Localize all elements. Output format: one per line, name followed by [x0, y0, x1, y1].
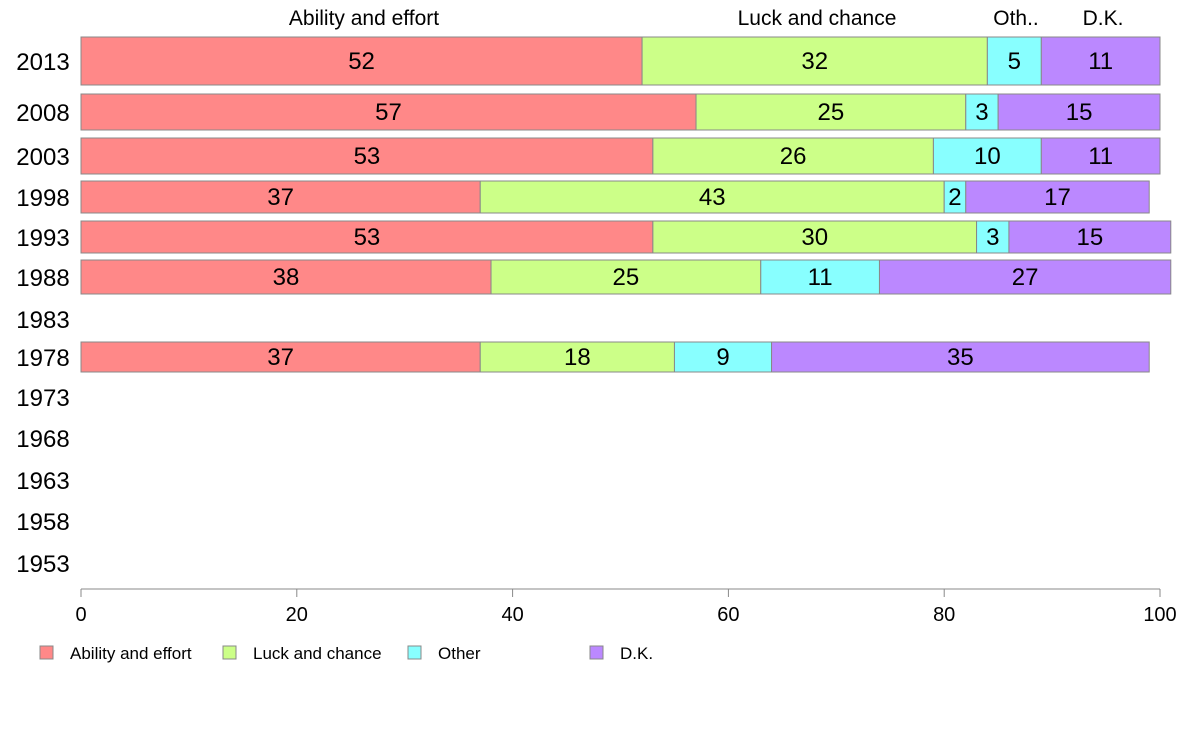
legend-swatch: [407, 645, 422, 660]
bar-segment: [771, 341, 1150, 373]
column-header: Oth..: [993, 7, 1039, 30]
bar-segment: [760, 259, 880, 295]
bar-segment: [490, 259, 762, 295]
year-label: 1998: [16, 185, 69, 212]
bar-value-label: 11: [1088, 143, 1113, 170]
bar-segment: [652, 220, 978, 254]
year-label: 2003: [16, 144, 69, 171]
year-label: 1958: [16, 509, 69, 536]
bar-value-label: 43: [699, 184, 726, 211]
bar-segment: [80, 180, 481, 214]
bar-value-label: 3: [975, 99, 988, 126]
x-tick-label: 0: [75, 604, 86, 626]
x-tick-label: 20: [286, 604, 308, 626]
x-axis: 0 20 40 60 80 100: [75, 588, 1177, 626]
bar-segment: [965, 180, 1150, 214]
bar-value-label: 10: [974, 143, 1001, 170]
year-label: 1993: [16, 225, 69, 252]
x-tick-label: 80: [933, 604, 955, 626]
bar-segment: [976, 220, 1010, 254]
column-header: Luck and chance: [738, 7, 897, 30]
bar-segment: [652, 137, 934, 175]
x-tick-label: 100: [1143, 604, 1176, 626]
bar-value-label: 11: [1088, 48, 1113, 75]
bar-value-label: 25: [818, 99, 845, 126]
bars: 52 32 5 11 57 25 3 15 53 26 10 11 37 43 2 17 53 30 3 15 38 25…: [80, 36, 1172, 373]
bar-value-label: 38: [273, 264, 300, 291]
bar-segment: [80, 137, 654, 175]
bar-value-label: 37: [267, 184, 294, 211]
legend: Ability and effort Luck and chance Other D.…: [39, 644, 653, 663]
year-label: 1963: [16, 468, 69, 495]
bar-segment: [878, 259, 1172, 295]
legend-swatch: [222, 645, 237, 660]
x-tick-label: 40: [501, 604, 523, 626]
bar-value-label: 53: [354, 143, 381, 170]
year-label: 1988: [16, 265, 69, 292]
bar-value-label: 27: [1012, 264, 1039, 291]
bar-segment: [997, 93, 1161, 131]
legend-label: Ability and effort: [70, 644, 192, 663]
bar-value-label: 5: [1008, 48, 1021, 75]
bar-segment: [479, 180, 945, 214]
bar-value-label: 25: [613, 264, 640, 291]
year-label: 2008: [16, 100, 69, 127]
bar-segment: [673, 341, 773, 373]
bar-value-label: 53: [354, 224, 381, 251]
bar-value-label: 17: [1044, 184, 1071, 211]
bar-segment: [80, 341, 481, 373]
column-header: D.K.: [1083, 7, 1124, 30]
bar-value-label: 15: [1077, 224, 1104, 251]
year-label: 1978: [16, 345, 69, 372]
bar-value-label: 26: [780, 143, 807, 170]
legend-label: D.K.: [620, 644, 653, 663]
year-label: 2013: [16, 49, 69, 76]
bar-segment: [479, 341, 675, 373]
year-labels: 2013 2008 2003 1998 1993 1988 1983 1978 1973 1968…: [16, 49, 69, 578]
bar-segment: [1008, 220, 1172, 254]
bar-segment: [1040, 137, 1161, 175]
year-label: 1983: [16, 307, 69, 334]
bar-segment: [80, 259, 492, 295]
bar-value-label: 57: [375, 99, 402, 126]
bar-segment: [80, 220, 654, 254]
year-label: 1953: [16, 551, 69, 578]
bar-value-label: 11: [808, 264, 833, 291]
legend-swatch: [39, 645, 54, 660]
year-label: 1968: [16, 426, 69, 453]
bar-value-label: 37: [267, 344, 294, 371]
bar-value-label: 9: [716, 344, 729, 371]
year-label: 1973: [16, 385, 69, 412]
bar-segment: [965, 93, 999, 131]
bar-value-label: 30: [801, 224, 828, 251]
x-tick-label: 60: [717, 604, 739, 626]
bar-value-label: 2: [948, 184, 961, 211]
bar-value-label: 32: [801, 48, 828, 75]
bar-value-label: 3: [986, 224, 999, 251]
bar-value-label: 35: [947, 344, 974, 371]
bar-segment: [80, 93, 697, 131]
bar-value-label: 52: [348, 48, 375, 75]
bar-segment: [1040, 36, 1161, 86]
legend-label: Luck and chance: [253, 644, 382, 663]
column-header: Ability and effort: [289, 7, 439, 30]
bar-value-label: 15: [1066, 99, 1093, 126]
bar-segment: [80, 36, 643, 86]
bar-value-label: 18: [564, 344, 591, 371]
bar-segment: [695, 93, 967, 131]
legend-swatch: [589, 645, 604, 660]
bar-segment: [641, 36, 988, 86]
bar-segment: [986, 36, 1042, 86]
column-headers: Ability and effort Luck and chance Oth.. D.…: [289, 7, 1124, 30]
legend-label: Other: [438, 644, 481, 663]
